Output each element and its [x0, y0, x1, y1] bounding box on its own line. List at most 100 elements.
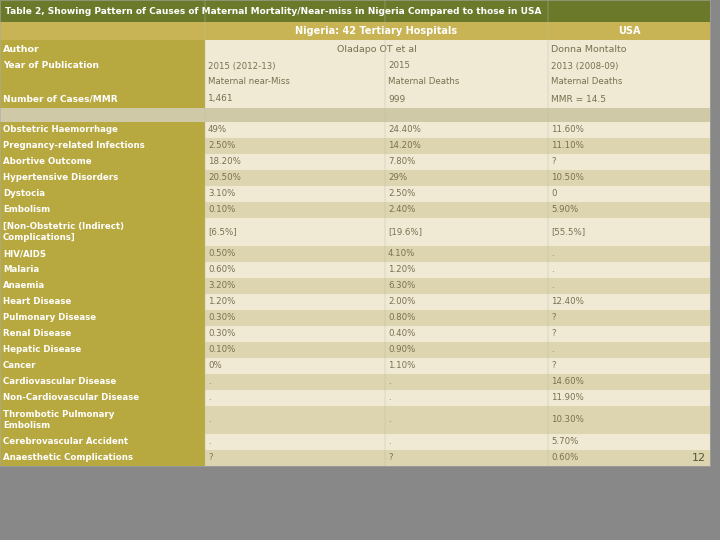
Bar — [0, 450, 205, 466]
Bar — [0, 0, 710, 466]
Text: .: . — [551, 249, 554, 259]
Bar — [385, 262, 548, 278]
Text: Nigeria: 42 Tertiary Hospitals: Nigeria: 42 Tertiary Hospitals — [295, 26, 458, 36]
Text: .: . — [388, 437, 391, 447]
Bar — [205, 294, 385, 310]
Bar — [385, 58, 548, 74]
Text: Cancer: Cancer — [3, 361, 37, 370]
Bar — [0, 186, 205, 202]
Bar — [205, 310, 385, 326]
Text: .: . — [551, 266, 554, 274]
Bar — [385, 450, 548, 466]
Bar — [385, 294, 548, 310]
Text: 2.50%: 2.50% — [208, 141, 235, 151]
Bar — [0, 390, 205, 406]
Bar — [548, 122, 710, 138]
Text: Maternal near-Miss: Maternal near-Miss — [208, 78, 290, 86]
Bar — [0, 246, 205, 262]
Text: 14.60%: 14.60% — [551, 377, 584, 387]
Text: 2.40%: 2.40% — [388, 206, 415, 214]
Text: 5.70%: 5.70% — [551, 437, 578, 447]
Bar — [205, 358, 385, 374]
Text: Dystocia: Dystocia — [3, 190, 45, 199]
Text: Number of Cases/MMR: Number of Cases/MMR — [3, 94, 117, 104]
Text: [6.5%]: [6.5%] — [208, 227, 237, 237]
Bar — [0, 138, 205, 154]
Bar — [205, 138, 385, 154]
Bar — [548, 262, 710, 278]
Text: Non-Cardiovascular Disease: Non-Cardiovascular Disease — [3, 394, 139, 402]
Bar — [205, 74, 385, 90]
Bar — [0, 40, 205, 58]
Text: 1,461: 1,461 — [208, 94, 233, 104]
Text: 2.00%: 2.00% — [388, 298, 415, 307]
Bar — [548, 154, 710, 170]
Bar — [205, 90, 385, 108]
Bar — [205, 40, 548, 58]
Bar — [548, 218, 710, 246]
Text: ?: ? — [551, 158, 556, 166]
Bar — [0, 218, 205, 246]
Text: Author: Author — [3, 44, 40, 53]
Bar — [385, 218, 548, 246]
Bar — [0, 374, 205, 390]
Text: ?: ? — [551, 314, 556, 322]
Text: Abortive Outcome: Abortive Outcome — [3, 158, 91, 166]
Bar — [0, 326, 205, 342]
Text: Pregnancy-related Infections: Pregnancy-related Infections — [3, 141, 145, 151]
Text: 0.50%: 0.50% — [208, 249, 235, 259]
Bar — [385, 342, 548, 358]
Bar — [0, 74, 205, 90]
Bar — [548, 40, 710, 58]
Bar — [205, 170, 385, 186]
Text: Hepatic Disease: Hepatic Disease — [3, 346, 81, 354]
Text: 24.40%: 24.40% — [388, 125, 421, 134]
Bar — [548, 108, 710, 122]
Text: 7.80%: 7.80% — [388, 158, 415, 166]
Bar — [205, 202, 385, 218]
Text: 3.10%: 3.10% — [208, 190, 235, 199]
Bar — [205, 186, 385, 202]
Bar — [548, 138, 710, 154]
Text: Anaesthetic Complications: Anaesthetic Complications — [3, 454, 133, 462]
Bar — [205, 218, 385, 246]
Text: 0.90%: 0.90% — [388, 346, 415, 354]
Text: 0.10%: 0.10% — [208, 346, 235, 354]
Bar — [0, 122, 205, 138]
Bar — [205, 450, 385, 466]
Bar — [205, 108, 385, 122]
Bar — [0, 108, 205, 122]
Text: 1.10%: 1.10% — [388, 361, 415, 370]
Text: 11.60%: 11.60% — [551, 125, 584, 134]
Bar — [205, 374, 385, 390]
Text: 12.40%: 12.40% — [551, 298, 584, 307]
Text: 2015: 2015 — [388, 62, 410, 71]
Text: 0.10%: 0.10% — [208, 206, 235, 214]
Bar — [205, 262, 385, 278]
Text: 0.60%: 0.60% — [551, 454, 578, 462]
Bar — [0, 406, 205, 434]
Text: Embolism: Embolism — [3, 206, 50, 214]
Text: .: . — [551, 281, 554, 291]
Bar — [385, 122, 548, 138]
Text: .: . — [388, 377, 391, 387]
Text: [Non-Obstetric (Indirect)
Complications]: [Non-Obstetric (Indirect) Complications] — [3, 222, 124, 242]
Text: 0.80%: 0.80% — [388, 314, 415, 322]
Bar — [205, 58, 385, 74]
Text: Thrombotic Pulmonary
Embolism: Thrombotic Pulmonary Embolism — [3, 410, 114, 430]
Bar — [548, 374, 710, 390]
Bar — [0, 170, 205, 186]
Text: ?: ? — [551, 329, 556, 339]
Bar — [205, 278, 385, 294]
Bar — [548, 434, 710, 450]
Text: Table 2, Showing Pattern of Causes of Maternal Mortality/Near-miss in Nigeria Co: Table 2, Showing Pattern of Causes of Ma… — [5, 6, 541, 16]
Text: 20.50%: 20.50% — [208, 173, 241, 183]
Bar — [205, 246, 385, 262]
Bar — [548, 358, 710, 374]
Text: 999: 999 — [388, 94, 405, 104]
Text: 2015 (2012-13): 2015 (2012-13) — [208, 62, 276, 71]
Bar — [385, 390, 548, 406]
Text: 1.20%: 1.20% — [388, 266, 415, 274]
Text: ?: ? — [208, 454, 212, 462]
Bar — [205, 342, 385, 358]
